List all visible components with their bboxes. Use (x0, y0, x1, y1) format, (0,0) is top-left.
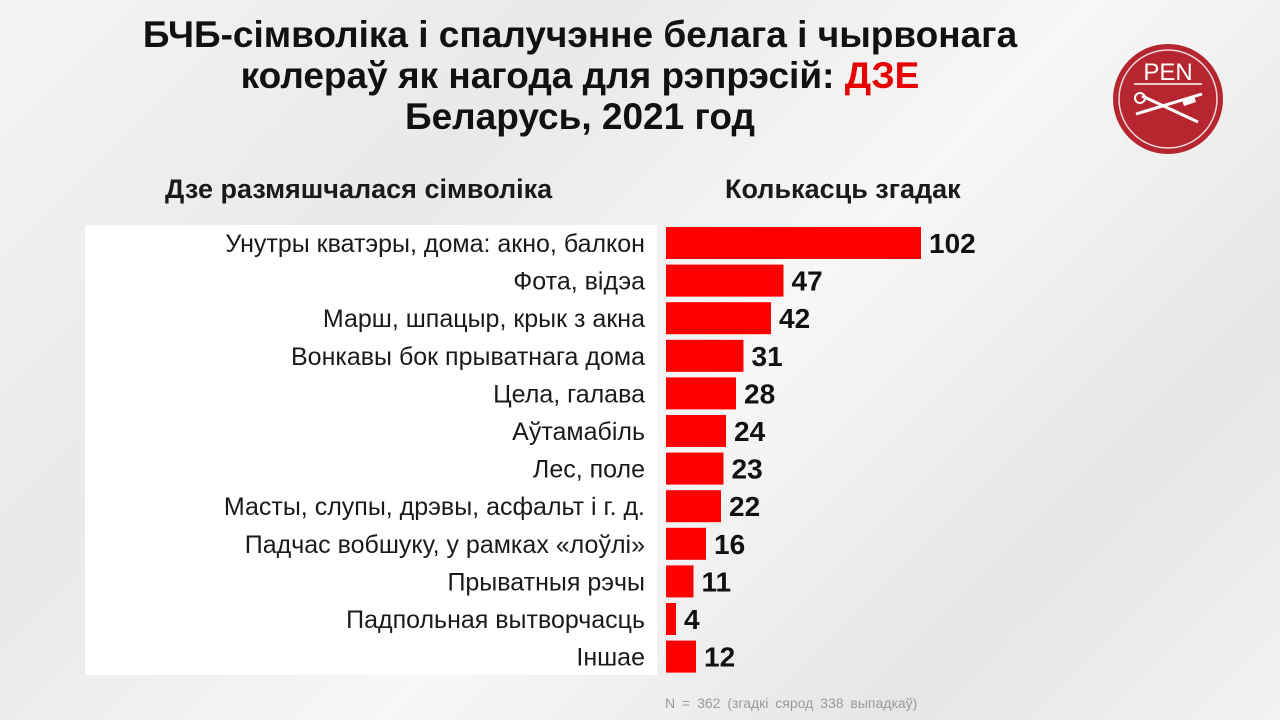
category-label: Марш, шпацыр, крык з акна (323, 305, 645, 333)
value-label: 11 (702, 566, 732, 597)
bar (666, 227, 921, 259)
value-label: 22 (729, 491, 760, 522)
category-label: Падпольная вытворчасць (346, 606, 645, 634)
bar (666, 302, 771, 335)
label-panel (85, 225, 657, 675)
value-label: 23 (732, 454, 763, 485)
title-line-1: БЧБ-сімволіка і спалучэнне белага і чырв… (142, 14, 1018, 55)
pen-logo-icon: PEN (1113, 44, 1223, 154)
category-label: Аўтамабіль (512, 418, 645, 446)
category-label: Унутры кватэры, дома: акно, балкон (225, 230, 645, 258)
title-highlight: ДЗЕ (844, 55, 920, 96)
category-label: Іншае (576, 644, 645, 672)
value-label: 102 (929, 228, 976, 259)
bar (666, 603, 676, 635)
category-label: Фота, відэа (513, 268, 645, 296)
title-line-2: колераў як нагода для рэпрэсій: ДЗЕ (60, 55, 1100, 96)
category-label: Цела, галава (493, 380, 645, 408)
category-label: Прыватныя рэчы (447, 568, 645, 596)
category-label: Масты, слупы, дрэвы, асфальт і г. д. (224, 493, 645, 521)
bar (666, 452, 724, 485)
bar (666, 490, 721, 523)
value-label: 31 (752, 341, 783, 372)
bar (666, 527, 706, 560)
logo-text: PEN (1143, 59, 1192, 86)
chart-title: БЧБ-сімволіка і спалучэнне белага і чырв… (60, 14, 1100, 137)
value-label: 12 (704, 642, 735, 673)
value-label: 47 (792, 266, 823, 297)
bar (666, 377, 736, 410)
bar (666, 264, 784, 297)
value-label: 42 (779, 303, 810, 334)
bar (666, 415, 726, 447)
value-label: 28 (744, 378, 775, 409)
category-label: Лес, поле (533, 456, 645, 484)
value-label: 24 (734, 416, 766, 447)
title-line-3: Беларусь, 2021 год (404, 96, 756, 137)
footnote: N = 362 (згадкі сярод 338 выпадкаў) (665, 695, 918, 711)
column-header-location: Дзе размяшчалася сімволіка (165, 174, 553, 204)
bar (666, 640, 696, 673)
column-header-count: Колькасць згадак (725, 174, 961, 204)
bar (666, 339, 744, 372)
title-line-2-prefix: колераў як нагода для рэпрэсій: (240, 55, 845, 96)
value-label: 4 (684, 604, 700, 635)
category-label: Вонкавы бок прыватнага дома (291, 343, 645, 371)
bar (666, 565, 694, 598)
category-label: Падчас вобшуку, у рамках «лоўлі» (245, 531, 645, 559)
value-label: 16 (714, 529, 745, 560)
